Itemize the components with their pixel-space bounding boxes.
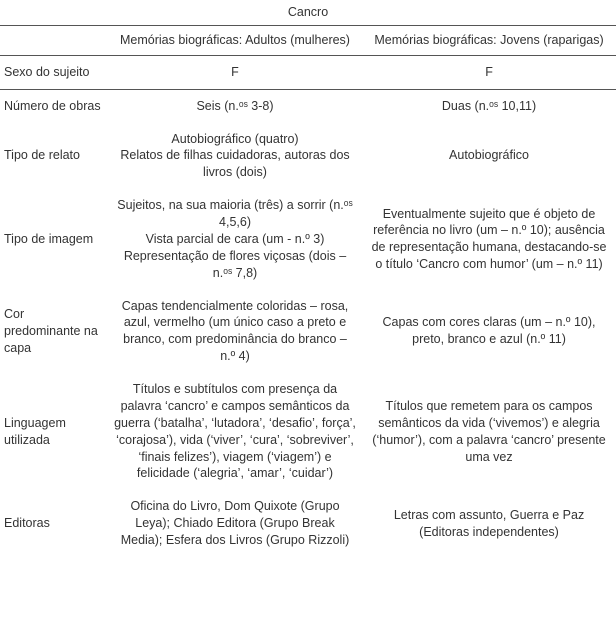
row-numero-c1: Seis (n.ᵒˢ 3-8) (108, 89, 362, 122)
header-blank (0, 25, 108, 55)
row-sexo-label: Sexo do sujeito (0, 55, 108, 89)
row-linguagem-label: Linguagem utilizada (0, 373, 108, 490)
row-numero-label: Número de obras (0, 89, 108, 122)
row-tipo-imagem-c1: Sujeitos, na sua maioria (três) a sorrir… (108, 189, 362, 289)
row-sexo-c2: F (362, 55, 616, 89)
row-linguagem-c2: Títulos que remetem para os campos semân… (362, 373, 616, 490)
row-cor-label: Cor predominante na capa (0, 290, 108, 374)
row-tipo-imagem-c2: Eventualmente sujeito que é objeto de re… (362, 189, 616, 289)
table-title: Cancro (0, 0, 616, 25)
row-sexo: Sexo do sujeito F F (0, 55, 616, 89)
row-sexo-c1: F (108, 55, 362, 89)
column-header-row: Memórias biográficas: Adultos (mulheres)… (0, 25, 616, 55)
row-numero-c2: Duas (n.ᵒˢ 10,11) (362, 89, 616, 122)
row-editoras: Editoras Oficina do Livro, Dom Quixote (… (0, 490, 616, 557)
cancro-table: Cancro Memórias biográficas: Adultos (mu… (0, 0, 616, 557)
row-tipo-relato-label: Tipo de relato (0, 123, 108, 190)
row-linguagem: Linguagem utilizada Títulos e subtítulos… (0, 373, 616, 490)
row-tipo-imagem-label: Tipo de imagem (0, 189, 108, 289)
title-row: Cancro (0, 0, 616, 25)
row-linguagem-c1: Títulos e subtítulos com presença da pal… (108, 373, 362, 490)
row-cor: Cor predominante na capa Capas tendencia… (0, 290, 616, 374)
row-tipo-relato-c1: Autobiográfico (quatro)Relatos de filhas… (108, 123, 362, 190)
header-col2: Memórias biográficas: Jovens (raparigas) (362, 25, 616, 55)
row-editoras-c1: Oficina do Livro, Dom Quixote (Grupo Ley… (108, 490, 362, 557)
row-cor-c1: Capas tendencialmente coloridas – rosa, … (108, 290, 362, 374)
header-col1: Memórias biográficas: Adultos (mulheres) (108, 25, 362, 55)
row-tipo-relato: Tipo de relato Autobiográfico (quatro)Re… (0, 123, 616, 190)
row-cor-c2: Capas com cores claras (um – n.º 10), pr… (362, 290, 616, 374)
row-tipo-relato-c2: Autobiográfico (362, 123, 616, 190)
row-editoras-c2: Letras com assunto, Guerra e Paz (Editor… (362, 490, 616, 557)
row-numero: Número de obras Seis (n.ᵒˢ 3-8) Duas (n.… (0, 89, 616, 122)
row-tipo-imagem: Tipo de imagem Sujeitos, na sua maioria … (0, 189, 616, 289)
row-editoras-label: Editoras (0, 490, 108, 557)
